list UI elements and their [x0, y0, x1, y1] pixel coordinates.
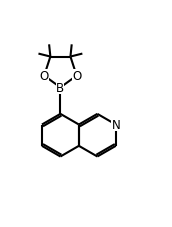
- Text: O: O: [72, 70, 81, 83]
- Text: N: N: [111, 118, 120, 131]
- Text: B: B: [56, 81, 64, 94]
- Text: O: O: [40, 70, 49, 83]
